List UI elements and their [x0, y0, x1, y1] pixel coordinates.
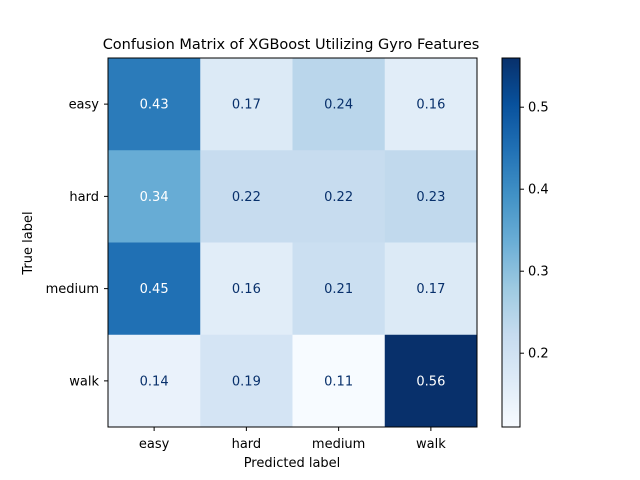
cell-value-label: 0.17: [232, 98, 261, 113]
cell-value-label: 0.16: [232, 282, 261, 297]
heatmap-cell: [292, 58, 386, 151]
y-tick-label: walk: [69, 374, 99, 389]
heatmap-cell: [200, 58, 293, 151]
colorbar-tick-label: 0.3: [528, 265, 549, 280]
cell-value-label: 0.22: [232, 190, 261, 205]
colorbar: [501, 57, 521, 428]
cell-value-label: 0.45: [140, 282, 169, 297]
x-axis-label: Predicted label: [244, 456, 341, 471]
colorbar-ticks: 0.2 0.3 0.4 0.5: [520, 101, 549, 362]
heatmap-cell: [108, 242, 201, 336]
cell-value-label: 0.43: [140, 98, 169, 113]
x-tick-label: walk: [416, 437, 446, 452]
heatmap-cell: [384, 242, 478, 336]
heatmap-cell: [292, 150, 386, 243]
heatmap-cell: [384, 58, 478, 151]
heatmap-cell: [384, 334, 478, 428]
y-tick-label: medium: [46, 282, 99, 297]
cell-value-label: 0.21: [324, 282, 353, 297]
y-axis-ticks: easy hard medium walk: [46, 98, 108, 389]
heatmap-cell: [200, 242, 293, 336]
heatmap-cell: [108, 58, 201, 151]
y-tick-label: easy: [69, 98, 100, 113]
cell-value-label: 0.22: [324, 190, 353, 205]
cell-value-label: 0.23: [416, 190, 445, 205]
cell-value-label: 0.14: [140, 374, 169, 389]
cell-value-label: 0.34: [140, 190, 169, 205]
x-tick-label: hard: [232, 437, 262, 452]
cell-value-label: 0.24: [324, 98, 353, 113]
y-tick-label: hard: [69, 190, 99, 205]
y-axis-label: True label: [21, 211, 36, 275]
x-tick-label: easy: [139, 437, 170, 452]
colorbar-tick-label: 0.4: [528, 183, 549, 198]
heatmap-cell-labels: 0.43 0.17 0.24 0.16 0.34 0.22 0.22 0.23 0.45 0.16…: [140, 98, 446, 390]
heatmap-cell: [384, 150, 478, 243]
plot-frame: [107, 57, 478, 428]
heatmap-cell: [108, 150, 201, 243]
cell-value-label: 0.17: [416, 282, 445, 297]
heatmap-cell: [292, 334, 386, 428]
heatmap-cells: [108, 58, 478, 428]
colorbar-tick-label: 0.2: [528, 347, 549, 362]
heatmap-cell: [200, 150, 293, 243]
cell-value-label: 0.11: [324, 374, 353, 389]
cell-value-label: 0.56: [416, 374, 445, 389]
x-axis-ticks: easy hard medium walk: [139, 427, 446, 452]
heatmap-cell: [108, 334, 201, 428]
cell-value-label: 0.16: [416, 98, 445, 113]
chart-title: Confusion Matrix of XGBoost Utilizing Gy…: [103, 37, 480, 53]
heatmap-cell: [200, 334, 293, 428]
colorbar-tick-label: 0.5: [528, 101, 549, 116]
cell-value-label: 0.19: [232, 374, 261, 389]
heatmap-cell: [292, 242, 386, 336]
x-tick-label: medium: [312, 437, 365, 452]
